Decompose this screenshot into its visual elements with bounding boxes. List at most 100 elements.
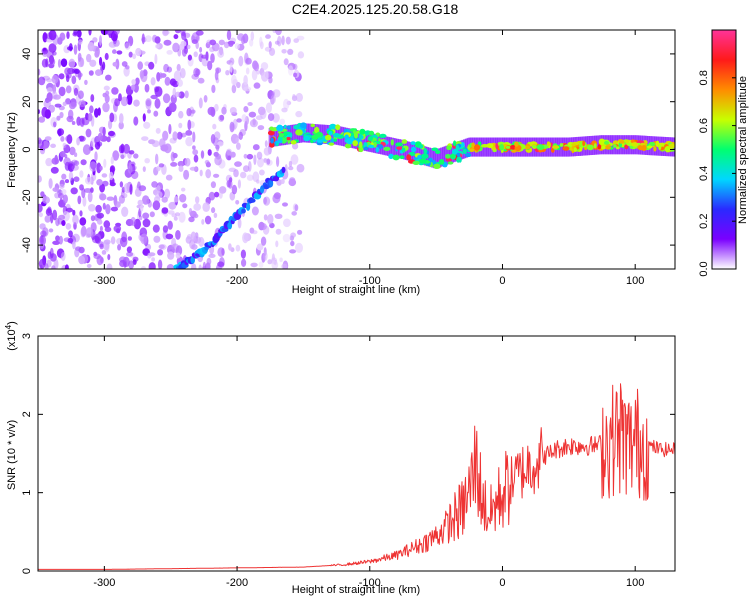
spectrogram-band-blob <box>505 145 511 149</box>
spectrogram-noise-blob <box>66 115 74 123</box>
spectrogram-band-blob <box>421 153 429 159</box>
spectrogram-noise-blob <box>237 33 245 41</box>
spectrogram-band-halo <box>436 148 440 168</box>
spectrogram-noise-blob <box>85 128 92 138</box>
spectrogram-noise-blob <box>109 182 116 187</box>
spectrogram-band-blob <box>352 140 359 147</box>
spectrogram-noise-blob <box>51 265 56 269</box>
spectrogram-band-halo <box>429 148 433 168</box>
spectrogram-noise-blob <box>120 154 125 159</box>
spectrogram-noise-blob <box>214 191 220 198</box>
spectrogram-noise-blob <box>247 102 253 106</box>
spectrogram-noise-blob <box>89 59 97 67</box>
spectrogram-noise-blob <box>234 161 242 167</box>
spectrogram-noise-blob <box>178 122 183 129</box>
spectrogram-band-halo <box>291 124 295 144</box>
spectrogram-noise-blob <box>215 67 222 74</box>
spectrogram-band-blob <box>559 143 564 147</box>
spectrogram-noise-blob <box>263 214 268 221</box>
spectrogram-noise-blob <box>214 155 222 166</box>
spectrogram-noise-blob <box>78 100 87 108</box>
spectrogram-noise-blob <box>110 206 118 212</box>
spectrogram-noise-blob <box>71 121 76 125</box>
spectrogram-noise-blob <box>166 66 172 73</box>
spectrogram-noise-blob <box>112 49 117 54</box>
spectrogram-noise-blob <box>283 218 291 228</box>
spectrogram-noise-blob <box>260 236 267 246</box>
spectrogram-noise-blob <box>78 39 83 45</box>
spectrogram-band-halo <box>330 125 334 145</box>
spectrogram-band-blob <box>328 142 335 146</box>
spectrogram-band-blob <box>499 144 504 151</box>
spectrogram-noise-blob <box>235 244 241 252</box>
spectrogram-noise-blob <box>221 106 227 115</box>
spectrogram-band-blob <box>456 152 461 157</box>
spectrogram-noise-blob <box>88 30 92 36</box>
spectrogram-noise-blob <box>118 194 125 204</box>
spectrogram-noise-blob <box>213 212 218 218</box>
spectrogram-noise-blob <box>59 111 64 119</box>
spectrogram-noise-blob <box>79 210 83 217</box>
spectrogram-band-blob <box>401 139 408 144</box>
colorbar-frame <box>711 29 737 270</box>
spectrogram-y-label: Frequency (Hz) <box>6 112 18 188</box>
spectrogram-noise-blob <box>282 233 291 243</box>
spectrogram-band-blob <box>474 144 481 151</box>
spectrogram-band-halo <box>654 136 658 156</box>
spectrogram-noise-blob <box>274 213 283 219</box>
spectrogram-noise-blob <box>144 35 152 43</box>
spectrogram-band-halo <box>406 141 410 161</box>
spectrogram-noise-blob <box>77 195 82 205</box>
spectrogram-noise-blob <box>256 151 263 160</box>
spectrogram-band-blob <box>412 160 420 165</box>
spectrogram-noise-blob <box>237 179 241 189</box>
spectrogram-noise-blob <box>175 252 181 259</box>
spectrogram-noise-blob <box>62 142 67 149</box>
spectrogram-noise-blob <box>78 246 85 254</box>
snr-y-tick-label: 1 <box>21 490 33 496</box>
spectrogram-noise-blob <box>165 174 173 181</box>
spectrogram-noise-blob <box>104 52 109 61</box>
spectrogram-noise-blob <box>64 67 71 76</box>
spectrogram-band-halo <box>431 148 435 168</box>
spectrogram-x-tick-label: 100 <box>626 275 644 287</box>
spectrogram-band-halo <box>323 124 327 144</box>
spectrogram-noise-blob <box>144 83 150 93</box>
spectrogram-noise-blob <box>80 227 86 238</box>
spectrogram-noise-blob <box>102 202 106 210</box>
spectrogram-band-halo <box>440 147 444 167</box>
snr-plot-area <box>38 336 675 571</box>
spectrogram-noise-blob <box>235 200 240 205</box>
spectrogram-noise-blob <box>50 117 58 128</box>
spectrogram-noise-blob <box>73 44 78 55</box>
spectrogram-noise-blob <box>163 39 172 46</box>
spectrogram-noise-blob <box>165 233 174 240</box>
spectrogram-noise-blob <box>38 175 42 183</box>
spectrogram-band-blob <box>390 139 394 146</box>
spectrogram-noise-blob <box>119 259 126 268</box>
spectrogram-noise-blob <box>236 118 242 123</box>
spectrogram-noise-blob <box>208 191 216 201</box>
spectrogram-noise-blob <box>38 68 41 76</box>
spectrogram-noise-blob <box>59 151 66 158</box>
spectrogram-noise-blob <box>193 51 198 58</box>
spectrogram-band-blob <box>375 147 380 153</box>
spectrogram-noise-blob <box>173 34 179 40</box>
spectrogram-noise-blob <box>52 209 58 221</box>
spectrogram-noise-blob <box>103 220 111 229</box>
spectrogram-noise-blob <box>89 161 97 172</box>
spectrogram-noise-blob <box>216 144 220 152</box>
spectrogram-band-blob <box>410 146 417 153</box>
spectrogram-noise-blob <box>263 197 267 205</box>
spectrogram-band-halo <box>392 138 396 158</box>
spectrogram-noise-blob <box>108 130 115 137</box>
spectrogram-noise-blob <box>162 130 169 141</box>
spectrogram-noise-blob <box>52 187 59 193</box>
spectrogram-noise-blob <box>179 193 187 203</box>
spectrogram-noise-blob <box>57 59 62 68</box>
spectrogram-noise-blob <box>243 165 250 173</box>
spectrogram-noise-blob <box>229 121 235 133</box>
spectrogram-noise-blob <box>118 121 124 130</box>
spectrogram-noise-blob <box>279 257 283 263</box>
spectrogram-band-blob <box>668 143 675 149</box>
